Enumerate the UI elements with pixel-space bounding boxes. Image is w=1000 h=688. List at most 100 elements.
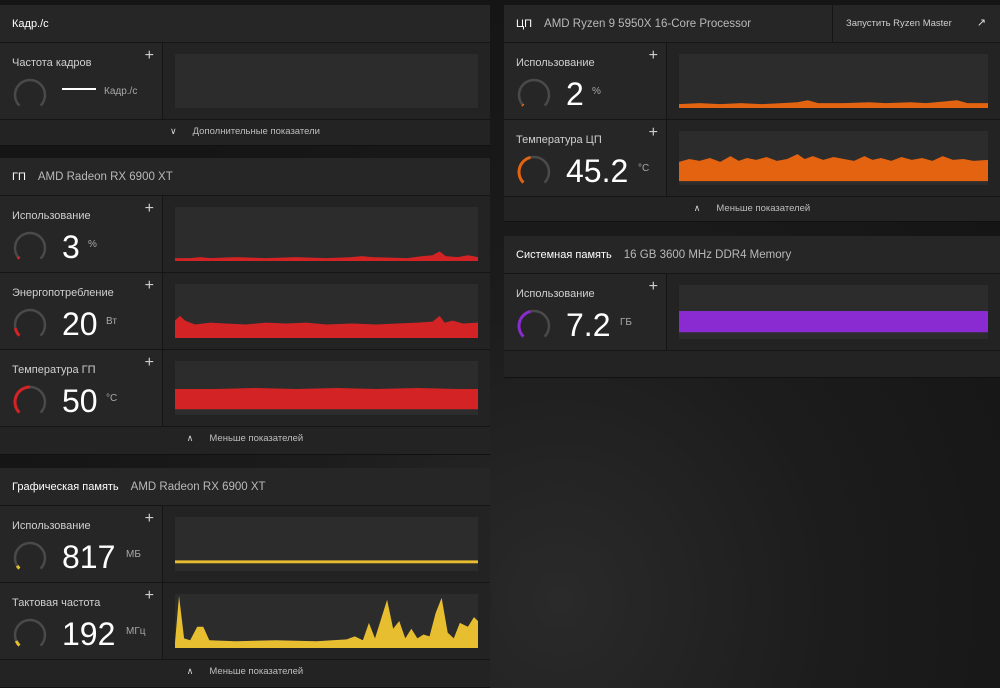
fps-metric-label: Частота кадров bbox=[12, 57, 92, 69]
fps-metric-card[interactable]: Частота кадров + Кадр./с bbox=[0, 43, 163, 119]
gpu-title: ГП bbox=[12, 170, 26, 183]
vram-usage-graph bbox=[175, 517, 478, 571]
cpu-temp-card[interactable]: Температура ЦП + 45.2 °C bbox=[504, 120, 667, 196]
cpu-usage-graph-cell bbox=[667, 43, 1000, 119]
gpu-power-unit: Вт bbox=[106, 316, 117, 327]
gauge-level bbox=[16, 256, 21, 260]
cpu-temp-value: 45.2 bbox=[566, 153, 629, 189]
vram-clock-graph-fill bbox=[175, 595, 478, 648]
gpu-temp-graph-fill bbox=[175, 388, 478, 410]
vram-clock-unit: МГц bbox=[126, 626, 146, 637]
vram-header: Графическая память AMD Radeon RX 6900 XT bbox=[0, 468, 490, 506]
gpu-temp-unit: °C bbox=[106, 393, 118, 404]
vram-clock-add-icon[interactable]: + bbox=[144, 587, 154, 604]
vram-usage-graph-fill bbox=[175, 560, 478, 564]
launch-ryzen-master-button[interactable]: Запустить Ryzen Master ↗ bbox=[832, 5, 1000, 42]
gpu-temp-row: Температура ГП + 50 °C bbox=[0, 350, 490, 427]
cpu-usage-unit: % bbox=[592, 86, 601, 97]
cpu-usage-add-icon[interactable]: + bbox=[648, 47, 658, 64]
sysmem-usage-value: 7.2 bbox=[566, 307, 611, 343]
sysmem-subtitle: 16 GB 3600 MHz DDR4 Memory bbox=[623, 248, 792, 261]
gpu-temp-card[interactable]: Температура ГП + 50 °C bbox=[0, 350, 163, 426]
cpu-title: ЦП bbox=[516, 17, 533, 30]
cpu-subtitle: AMD Ryzen 9 5950X 16-Core Processor bbox=[544, 17, 752, 30]
gauge-level bbox=[13, 385, 31, 414]
cpu-usage-value: 2 bbox=[566, 76, 584, 112]
gpu-power-card[interactable]: Энергопотребление + 20 Вт bbox=[0, 273, 163, 349]
gauge-level bbox=[517, 309, 531, 338]
fps-metric-row: Частота кадров + Кадр./с bbox=[0, 43, 490, 120]
vram-usage-row: Использование + 817 МБ bbox=[0, 506, 490, 583]
sysmem-usage-add-icon[interactable]: + bbox=[648, 278, 658, 295]
chevron-up-icon: ∧ bbox=[186, 433, 194, 443]
cpu-usage-series bbox=[679, 100, 988, 108]
gpu-power-graph-fill bbox=[175, 315, 478, 338]
gpu-usage-card[interactable]: Использование + 3 % bbox=[0, 196, 163, 272]
vram-clock-row: Тактовая частота + 192 МГц bbox=[0, 583, 490, 660]
gpu-usage-graph-fill bbox=[175, 251, 478, 261]
gpu-usage-graph bbox=[175, 207, 478, 261]
sysmem-usage-row: Использование + 7.2 ГБ bbox=[504, 274, 1000, 351]
sysmem-usage-card[interactable]: Использование + 7.2 ГБ bbox=[504, 274, 667, 350]
vram-usage-add-icon[interactable]: + bbox=[144, 510, 154, 527]
vram-clock-gauge-icon bbox=[13, 618, 47, 647]
vram-clock-label: Тактовая частота bbox=[12, 597, 101, 609]
gpu-usage-series bbox=[175, 251, 478, 261]
fps-more-toggle[interactable]: ∨ Дополнительные показатели bbox=[0, 120, 490, 143]
gpu-temp-add-icon[interactable]: + bbox=[144, 354, 154, 371]
cpu-less-toggle[interactable]: ∧ Меньше показателей bbox=[504, 197, 1000, 220]
gpu-header: ГП AMD Radeon RX 6900 XT bbox=[0, 158, 490, 196]
cpu-temp-add-icon[interactable]: + bbox=[648, 124, 658, 141]
fps-graph bbox=[175, 54, 478, 108]
gpu-footer-label: Меньше показателей bbox=[209, 433, 304, 444]
cpu-usage-gauge-icon bbox=[517, 78, 551, 107]
cpu-temp-label: Температура ЦП bbox=[516, 134, 602, 146]
gpu-usage-gauge-icon bbox=[13, 231, 47, 260]
cpu-header: ЦП AMD Ryzen 9 5950X 16-Core Processor З… bbox=[504, 5, 1000, 43]
vram-footer-label: Меньше показателей bbox=[209, 666, 304, 677]
gauge-level bbox=[521, 103, 525, 107]
cpu-usage-row: Использование + 2 % bbox=[504, 43, 1000, 120]
vram-subtitle: AMD Radeon RX 6900 XT bbox=[130, 480, 266, 493]
vram-clock-card[interactable]: Тактовая частота + 192 МГц bbox=[0, 583, 163, 659]
gpu-less-toggle[interactable]: ∧ Меньше показателей bbox=[0, 427, 490, 450]
gpu-power-value: 20 bbox=[62, 306, 98, 342]
vram-usage-gauge-icon bbox=[13, 541, 47, 570]
fps-add-icon[interactable]: + bbox=[144, 47, 154, 64]
fps-gauge-icon bbox=[13, 78, 47, 107]
vram-usage-unit: МБ bbox=[126, 549, 141, 560]
cpu-usage-graph-fill bbox=[679, 100, 988, 108]
cpu-usage-card[interactable]: Использование + 2 % bbox=[504, 43, 667, 119]
gauge-level bbox=[517, 155, 531, 184]
sysmem-usage-series bbox=[679, 311, 988, 333]
cpu-temp-graph bbox=[679, 131, 988, 185]
vram-usage-graph-cell bbox=[163, 506, 490, 582]
gpu-power-series bbox=[175, 315, 478, 338]
sysmem-usage-graph-cell bbox=[667, 274, 1000, 350]
cpu-panel: ЦП AMD Ryzen 9 5950X 16-Core Processor З… bbox=[504, 5, 1000, 222]
sysmem-usage-graph bbox=[679, 285, 988, 339]
gauge-level bbox=[14, 640, 21, 647]
vram-clock-graph bbox=[175, 594, 478, 648]
vram-less-toggle[interactable]: ∧ Меньше показателей bbox=[0, 660, 490, 683]
chevron-down-icon: ∨ bbox=[170, 126, 177, 136]
ryzen-master-label: Запустить Ryzen Master bbox=[846, 18, 952, 29]
fps-footer-label: Дополнительные показатели bbox=[192, 126, 320, 137]
vram-usage-card[interactable]: Использование + 817 МБ bbox=[0, 506, 163, 582]
vram-title: Графическая память bbox=[12, 480, 119, 493]
gauge-track bbox=[13, 231, 47, 260]
fps-graph-cell bbox=[163, 43, 490, 119]
vram-clock-series bbox=[175, 595, 478, 648]
gpu-usage-add-icon[interactable]: + bbox=[144, 200, 154, 217]
gpu-power-add-icon[interactable]: + bbox=[144, 277, 154, 294]
cpu-usage-label: Использование bbox=[516, 57, 595, 69]
gauge-track bbox=[13, 618, 47, 647]
gauge-level bbox=[13, 327, 21, 337]
fps-unit: Кадр./с bbox=[104, 86, 138, 97]
sysmem-title: Системная память bbox=[516, 248, 612, 261]
gpu-temp-label: Температура ГП bbox=[12, 364, 96, 376]
gpu-power-graph bbox=[175, 284, 478, 338]
sysmem-usage-gauge-icon bbox=[517, 309, 551, 338]
chevron-up-icon: ∧ bbox=[186, 666, 194, 676]
cpu-temp-series bbox=[679, 154, 988, 182]
